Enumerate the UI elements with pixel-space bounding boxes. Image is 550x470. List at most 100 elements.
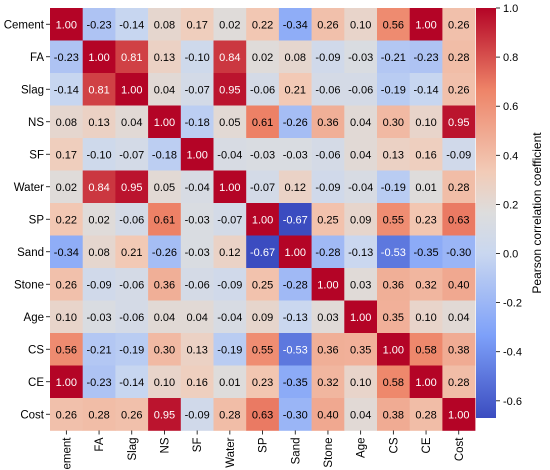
- cell-value-label: -0.35: [283, 377, 308, 389]
- colorbar-tick-label: 0.0: [503, 249, 518, 261]
- cell-value-label: 1.00: [56, 377, 77, 389]
- heatmap-cell: [409, 203, 443, 236]
- cell-value-label: 1.00: [186, 149, 207, 161]
- cell-value-label: 0.28: [88, 409, 109, 421]
- cell-value-label: -0.09: [87, 279, 112, 291]
- cell-value-label: -0.09: [446, 149, 471, 161]
- cell-value-label: 0.95: [219, 84, 240, 96]
- y-tick-label: Slag: [21, 84, 44, 96]
- cell-value-label: -0.06: [119, 312, 144, 324]
- cell-value-label: 0.56: [383, 19, 404, 31]
- cell-value-label: 0.05: [219, 117, 240, 129]
- heatmap-cell: [50, 40, 83, 74]
- heatmap-cell: [409, 398, 443, 431]
- cell-value-label: 0.56: [56, 344, 77, 356]
- cell-value-label: 0.16: [186, 377, 207, 389]
- heatmap-cell: [442, 73, 476, 106]
- cell-value-label: 0.55: [252, 344, 273, 356]
- heatmap-cell: [377, 203, 410, 236]
- cell-value-label: 0.12: [285, 182, 306, 194]
- cell-value-label: -0.03: [283, 149, 308, 161]
- heatmap-cell: [344, 398, 378, 431]
- heatmap-cell: [278, 203, 312, 236]
- heatmap-cell: [82, 333, 116, 366]
- cell-value-label: -0.67: [250, 247, 275, 259]
- heatmap-cell: [82, 138, 116, 171]
- heatmap-cell: [50, 203, 83, 236]
- cell-value-label: -0.53: [283, 344, 308, 356]
- y-tick-label: Stone: [14, 279, 44, 291]
- colorbar-tick-label: -0.2: [503, 298, 522, 310]
- cell-value-label: 0.28: [448, 52, 469, 64]
- heatmap-cell: [278, 8, 312, 41]
- cell-value-label: -0.06: [185, 279, 210, 291]
- cell-value-label: 0.40: [317, 409, 338, 421]
- cell-value-label: 0.30: [154, 344, 175, 356]
- cell-value-label: 0.13: [88, 117, 109, 129]
- heatmap-cell: [409, 73, 443, 106]
- heatmap-cell: [115, 40, 149, 74]
- heatmap-cell: [213, 8, 247, 41]
- cell-value-label: -0.06: [315, 84, 340, 96]
- cell-value-label: -0.14: [119, 19, 144, 31]
- heatmap-cell: [50, 138, 83, 171]
- cell-value-label: -0.03: [250, 149, 275, 161]
- cell-value-label: 0.02: [88, 214, 109, 226]
- heatmap-cell: [246, 138, 280, 171]
- heatmap-cell: [278, 105, 312, 139]
- cell-value-label: 0.26: [121, 409, 142, 421]
- colorbar-tick-label: 0.8: [503, 52, 518, 64]
- cell-value-label: -0.10: [185, 52, 210, 64]
- cell-value-label: 0.36: [383, 279, 404, 291]
- cell-value-label: 0.23: [252, 377, 273, 389]
- heatmap-cell: [50, 235, 83, 269]
- cell-value-label: -0.30: [446, 247, 471, 259]
- cell-value-label: 0.95: [154, 409, 175, 421]
- y-tick-label: Cost: [20, 409, 44, 421]
- cell-value-label: 1.00: [154, 117, 175, 129]
- cell-value-label: 0.04: [350, 409, 371, 421]
- cell-value-label: -0.23: [54, 52, 79, 64]
- cell-value-label: 0.05: [154, 182, 175, 194]
- cell-value-label: 0.81: [121, 52, 142, 64]
- heatmap-cell: [344, 235, 378, 269]
- heatmap-cell: [115, 333, 149, 366]
- cell-value-label: 0.23: [415, 214, 436, 226]
- heatmap-cell: [311, 268, 345, 301]
- heatmap-cell: [442, 333, 476, 366]
- heatmap-cell: [409, 170, 443, 204]
- cell-value-label: -0.07: [185, 84, 210, 96]
- cell-value-label: -0.34: [283, 19, 308, 31]
- heatmap-cell: [213, 235, 247, 269]
- x-tick-label: SP: [258, 437, 270, 453]
- heatmap-cell: [409, 8, 443, 41]
- heatmap-cell: [442, 138, 476, 171]
- heatmap-cell: [180, 235, 214, 269]
- x-tick-label: FA: [94, 437, 106, 451]
- cell-value-label: 0.55: [383, 214, 404, 226]
- cell-value-label: -0.35: [414, 247, 439, 259]
- heatmap-cell: [180, 73, 214, 106]
- cell-value-label: -0.09: [185, 409, 210, 421]
- cell-value-label: -0.07: [119, 149, 144, 161]
- cell-value-label: 0.28: [219, 409, 240, 421]
- heatmap-cell: [115, 365, 149, 399]
- heatmap-cell: [344, 8, 378, 41]
- heatmap-cell: [50, 73, 83, 106]
- cell-value-label: 1.00: [88, 52, 109, 64]
- y-tick-label: SP: [29, 214, 45, 226]
- cell-value-label: 1.00: [415, 377, 436, 389]
- cell-value-label: -0.28: [315, 247, 340, 259]
- heatmap-cells: 1.00 -0.23 -0.14 0.08 0.17 0.02 0.22 -0.34 0.26 0…: [50, 8, 476, 431]
- heatmap-cell: [148, 333, 182, 366]
- heatmap-cell: [377, 268, 410, 301]
- cell-value-label: -0.10: [87, 149, 112, 161]
- heatmap-cell: [148, 398, 182, 431]
- heatmap-cell: [377, 235, 410, 269]
- heatmap-cell: [115, 235, 149, 269]
- heatmap-cell: [344, 203, 378, 236]
- heatmap-cell: [82, 300, 116, 334]
- heatmap-cell: [278, 170, 312, 204]
- y-tick-label: Water: [14, 182, 44, 194]
- colorbar-ticks: 1.0 0.8 0.6 0.4 0.2 0.0 -0.2 -0.4 -0.6: [496, 3, 522, 408]
